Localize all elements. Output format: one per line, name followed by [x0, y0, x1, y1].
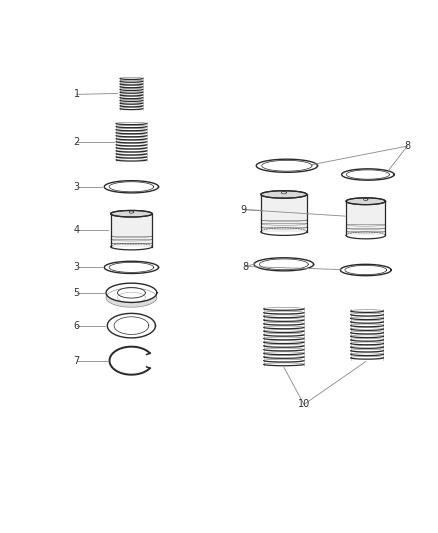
Polygon shape [261, 191, 307, 198]
Text: 3: 3 [74, 182, 80, 192]
Text: 8: 8 [242, 262, 248, 271]
Text: 6: 6 [74, 321, 80, 330]
Polygon shape [346, 198, 385, 205]
Polygon shape [261, 195, 307, 232]
Text: 2: 2 [74, 136, 80, 147]
Text: 1: 1 [74, 90, 80, 99]
Polygon shape [110, 214, 152, 247]
Text: 10: 10 [298, 399, 310, 409]
Text: 4: 4 [74, 225, 80, 235]
Text: 9: 9 [240, 205, 246, 215]
Text: 3: 3 [74, 262, 80, 272]
Polygon shape [346, 201, 385, 236]
Polygon shape [111, 211, 152, 217]
Polygon shape [106, 293, 157, 307]
Text: 5: 5 [74, 288, 80, 298]
Text: 7: 7 [74, 356, 80, 366]
Text: 8: 8 [404, 141, 410, 151]
